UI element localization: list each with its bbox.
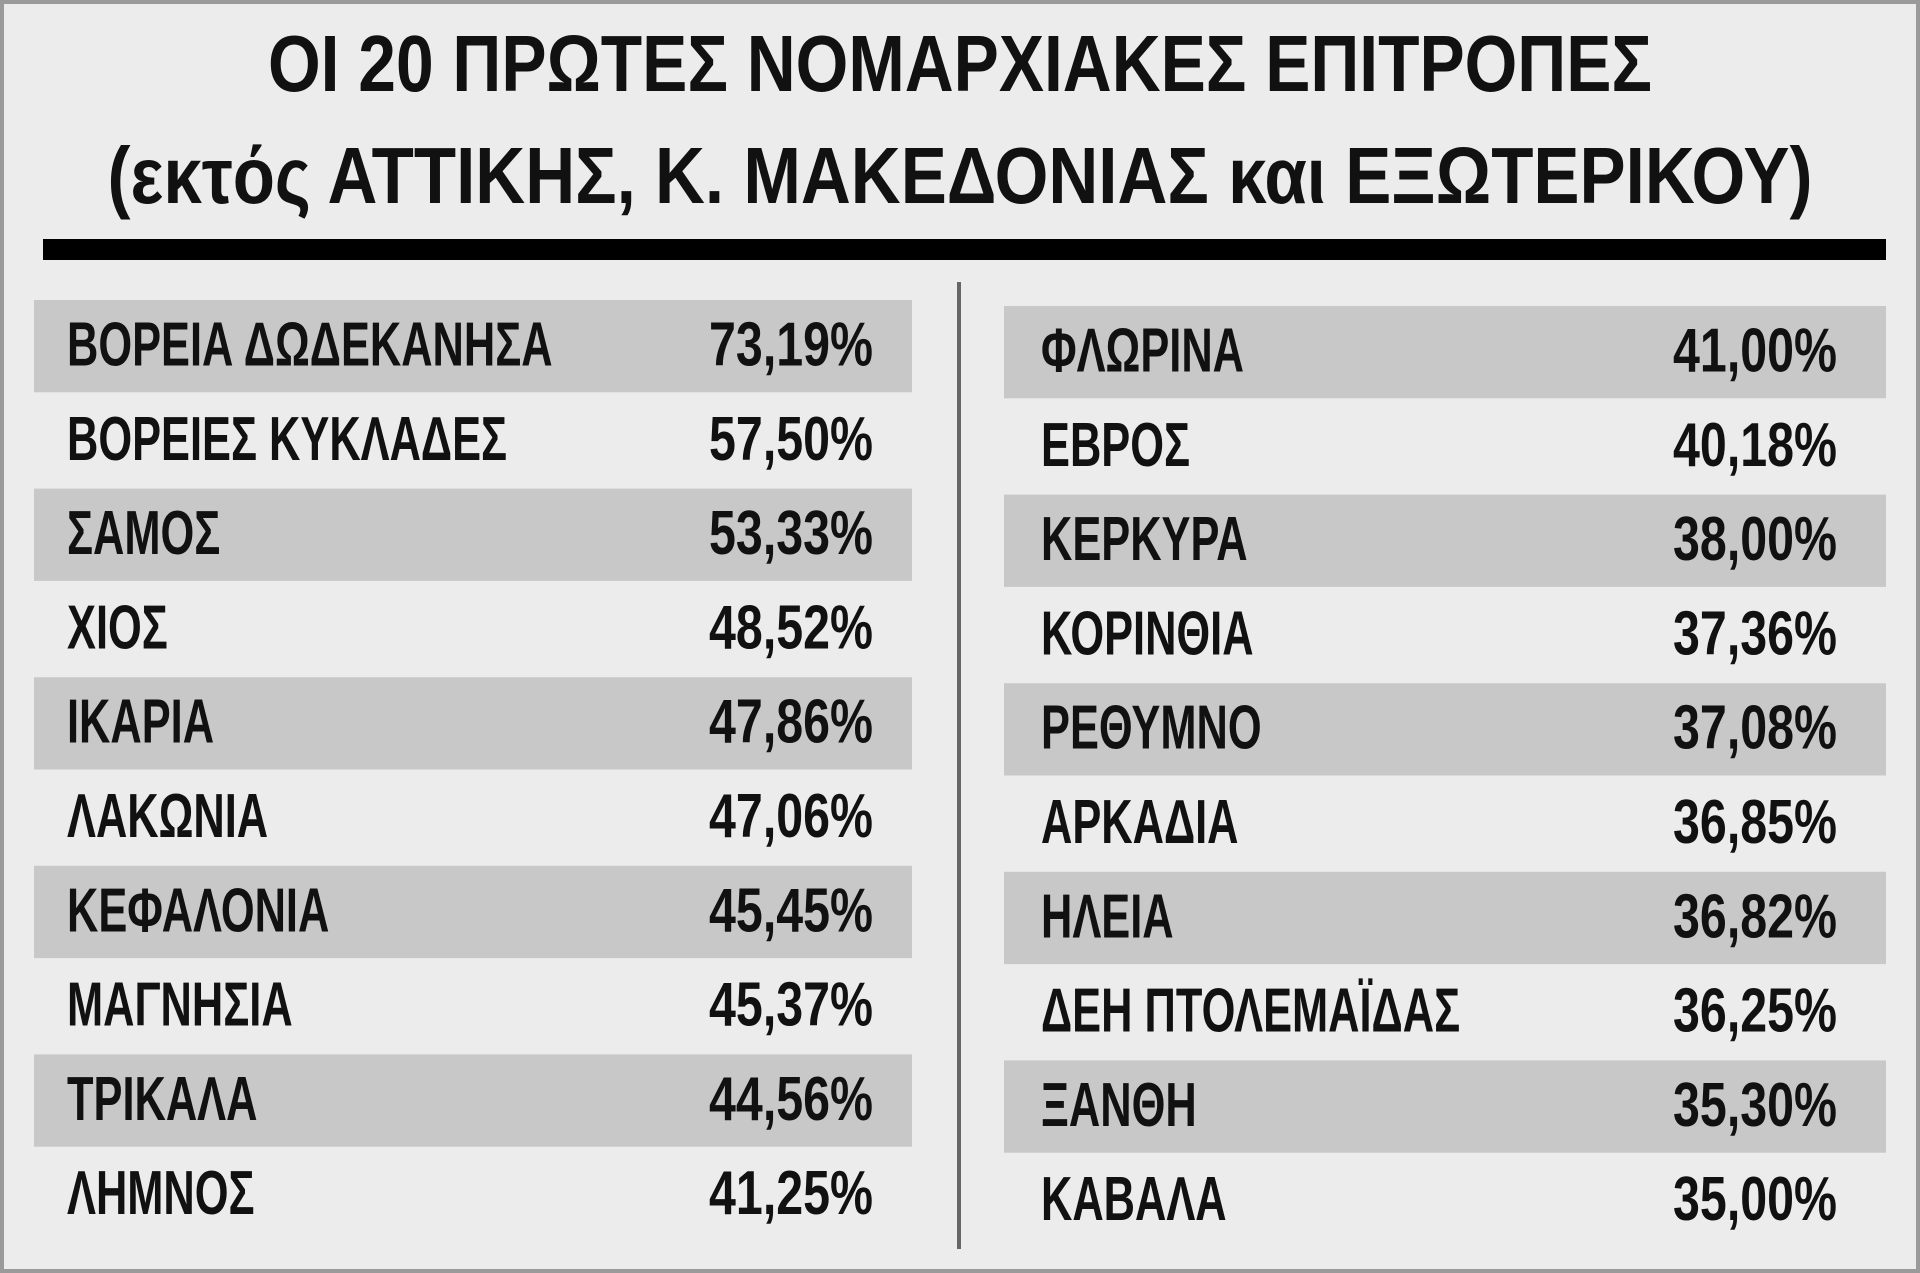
row-value: 41,00%: [1673, 316, 1837, 385]
table-row: ΕΒΡΟΣ 40,18%: [1041, 410, 1837, 480]
row-name: ΛΗΜΝΟΣ: [67, 1160, 255, 1228]
row-name: ΕΒΡΟΣ: [1041, 411, 1190, 479]
row-stripe: [1004, 494, 1886, 587]
table-row: ΣΑΜΟΣ 53,33%: [34, 488, 912, 581]
row-value: 36,82%: [1673, 882, 1837, 951]
row-name: ΣΑΜΟΣ: [67, 500, 220, 568]
row-value: 36,85%: [1673, 787, 1837, 856]
column-divider: [957, 282, 961, 1249]
title-line-2: (εκτός ΑΤΤΙΚΗΣ, Κ. ΜΑΚΕΔΟΝΙΑΣ και ΕΞΩΤΕΡ…: [108, 131, 1813, 220]
row-name: ΒΟΡΕΙΑ ΔΩΔΕΚΑΝΗΣΑ: [67, 311, 553, 379]
table-row: ΜΑΓΝΗΣΙΑ 45,37%: [67, 970, 873, 1040]
table-row: ΒΟΡΕΙΕΣ ΚΥΚΛΑΔΕΣ 57,50%: [67, 404, 873, 474]
row-name: ΚΑΒΑΛΑ: [1041, 1166, 1227, 1234]
row-stripe: [1004, 871, 1886, 965]
row-name: ΙΚΑΡΙΑ: [67, 688, 214, 756]
table-row: ΚΕΡΚΥΡΑ 38,00%: [1004, 494, 1886, 587]
row-value: 45,45%: [709, 876, 873, 945]
table-row: ΚΕΦΑΛΟΝΙΑ 45,45%: [34, 865, 912, 959]
table-row: ΚΑΒΑΛΑ 35,00%: [1041, 1164, 1837, 1234]
table-row: ΛΑΚΩΝΙΑ 47,06%: [67, 781, 873, 851]
row-name: ΦΛΩΡΙΝΑ: [1041, 317, 1244, 385]
row-value: 73,19%: [709, 310, 873, 379]
row-value: 47,06%: [709, 781, 873, 850]
table-row: ΛΗΜΝΟΣ 41,25%: [67, 1158, 873, 1228]
row-name: ΡΕΘΥΜΝΟ: [1041, 694, 1262, 762]
row-name: ΒΟΡΕΙΕΣ ΚΥΚΛΑΔΕΣ: [67, 405, 507, 473]
row-value: 47,86%: [709, 687, 873, 756]
row-value: 57,50%: [709, 404, 873, 473]
table: ΒΟΡΕΙΑ ΔΩΔΕΚΑΝΗΣΑ 73,19% ΒΟΡΕΙΕΣ ΚΥΚΛΑΔΕΣ 5…: [34, 300, 1886, 1234]
row-value: 35,30%: [1673, 1070, 1837, 1139]
row-value: 37,08%: [1673, 693, 1837, 762]
row-value: 37,36%: [1673, 599, 1837, 668]
row-stripe: [34, 300, 912, 393]
title-rule: [43, 239, 1886, 260]
row-name: ΚΟΡΙΝΘΙΑ: [1041, 600, 1254, 668]
row-value: 40,18%: [1673, 410, 1837, 479]
row-value: 41,25%: [709, 1158, 873, 1227]
table-row: ΗΛΕΙΑ 36,82%: [1004, 871, 1886, 965]
row-stripe: [1004, 1060, 1886, 1153]
table-row: ΚΟΡΙΝΘΙΑ 37,36%: [1041, 599, 1837, 669]
row-name: ΚΕΦΑΛΟΝΙΑ: [67, 877, 329, 945]
row-stripe: [34, 677, 912, 770]
row-stripe: [34, 488, 912, 581]
table-row: ΙΚΑΡΙΑ 47,86%: [34, 677, 912, 770]
row-stripe: [34, 1054, 912, 1147]
row-name: ΜΑΓΝΗΣΙΑ: [67, 971, 293, 1039]
row-value: 45,37%: [709, 970, 873, 1039]
title-line-1: ΟΙ 20 ΠΡΩΤΕΣ ΝΟΜΑΡΧΙΑΚΕΣ ΕΠΙΤΡΟΠΕΣ: [268, 19, 1652, 108]
row-value: 48,52%: [709, 593, 873, 662]
table-row: ΦΛΩΡΙΝΑ 41,00%: [1004, 306, 1886, 399]
row-stripe: [34, 865, 912, 959]
row-name: ΚΕΡΚΥΡΑ: [1041, 506, 1248, 574]
row-value: 44,56%: [709, 1064, 873, 1133]
row-name: ΞΑΝΘΗ: [1041, 1071, 1197, 1139]
row-name: ΛΑΚΩΝΙΑ: [67, 783, 268, 851]
table-row: ΔΕΗ ΠΤΟΛΕΜΑΪΔΑΣ 36,25%: [1041, 976, 1837, 1046]
table-row: ΒΟΡΕΙΑ ΔΩΔΕΚΑΝΗΣΑ 73,19%: [34, 300, 912, 393]
row-name: ΔΕΗ ΠΤΟΛΕΜΑΪΔΑΣ: [1041, 977, 1460, 1045]
row-stripe: [1004, 306, 1886, 399]
row-stripe: [1004, 683, 1886, 776]
table-row: ΡΕΘΥΜΝΟ 37,08%: [1004, 683, 1886, 776]
table-row: ΑΡΚΑΔΙΑ 36,85%: [1041, 787, 1837, 857]
table-row: ΤΡΙΚΑΛΑ 44,56%: [34, 1054, 912, 1147]
table-row: ΧΙΟΣ 48,52%: [67, 593, 873, 663]
row-name: ΧΙΟΣ: [67, 594, 168, 662]
row-value: 53,33%: [709, 498, 873, 567]
row-value: 38,00%: [1673, 504, 1837, 573]
row-name: ΗΛΕΙΑ: [1041, 883, 1174, 951]
row-name: ΤΡΙΚΑΛΑ: [67, 1065, 257, 1133]
row-value: 35,00%: [1673, 1164, 1837, 1233]
row-value: 36,25%: [1673, 976, 1837, 1045]
table-row: ΞΑΝΘΗ 35,30%: [1004, 1060, 1886, 1153]
row-name: ΑΡΚΑΔΙΑ: [1041, 789, 1239, 857]
